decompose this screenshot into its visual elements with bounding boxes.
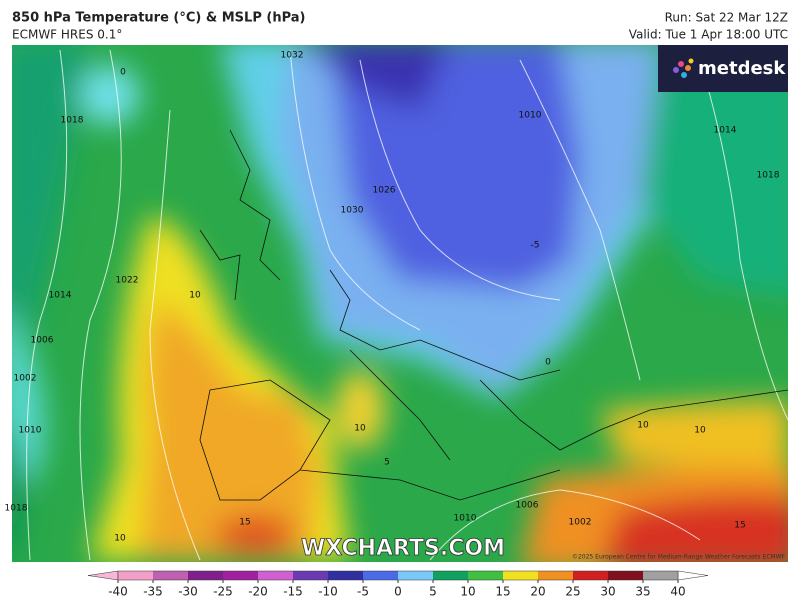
title: 850 hPa Temperature (°C) & MSLP (hPa): [12, 11, 305, 26]
contour-label: 1026: [373, 186, 396, 196]
colorbar-segment: [153, 571, 189, 580]
contour-label: -5: [531, 241, 540, 251]
colorbar-tick-label: 0: [394, 585, 402, 599]
contour-label: 1030: [341, 206, 364, 216]
contour-label: 5: [384, 458, 390, 468]
run-time: Run: Sat 22 Mar 12Z: [665, 11, 788, 25]
colorbar-tick-label: 20: [530, 585, 545, 599]
contour-label: 1018: [5, 504, 28, 514]
contour-label: 10: [637, 421, 649, 431]
contour-label: 1006: [516, 501, 539, 511]
copyright: ©2025 European Centre for Medium-Range W…: [572, 554, 786, 561]
contour-label: 15: [239, 518, 250, 528]
contour-label: 1018: [61, 116, 84, 126]
colorbar-tick-label: -40: [108, 585, 128, 599]
contour-labels: 0101810102210141006100210101018101510510…: [5, 51, 780, 544]
contour-label: 1018: [757, 171, 780, 181]
contour-label: 1006: [31, 336, 54, 346]
colorbar-tick-label: -20: [248, 585, 268, 599]
subtitle: ECMWF HRES 0.1°: [12, 28, 122, 42]
watermark: WXCHARTS.COM: [301, 536, 505, 561]
colorbar-tick-label: 25: [565, 585, 580, 599]
logo-text: metdesk: [698, 58, 786, 79]
colorbar-segment: [118, 571, 154, 580]
colorbar-segment: [573, 571, 609, 580]
contour-label: 10: [354, 424, 366, 434]
colorbar-tick-label: 15: [495, 585, 510, 599]
colorbar-segment: [538, 571, 574, 580]
colorbar-segment: [398, 571, 434, 580]
colorbar-segment: [433, 571, 469, 580]
map: [12, 45, 788, 562]
colorbar-tick-label: 40: [670, 585, 685, 599]
contour-label: 10: [114, 534, 126, 544]
contour-label: 0: [545, 358, 551, 368]
contour-label: 1022: [116, 276, 139, 286]
colorbar-tick-label: -5: [357, 585, 369, 599]
contour-label: 15: [734, 521, 745, 531]
logo-icon: [673, 58, 694, 78]
colorbar-tick-label: -10: [318, 585, 338, 599]
valid-time: Valid: Tue 1 Apr 18:00 UTC: [629, 28, 788, 42]
contour-label: 0: [120, 68, 126, 78]
contour-label: 1002: [14, 374, 37, 384]
contour-label: 1014: [714, 126, 737, 136]
colorbar-segment: [223, 571, 259, 580]
colorbar-segment: [643, 571, 679, 580]
colorbar-segment: [293, 571, 329, 580]
contour-label: 1014: [49, 291, 72, 301]
colorbar-segment: [188, 571, 224, 580]
colorbar-segment: [363, 571, 399, 580]
logo-box: [658, 45, 788, 92]
contour-label: 1010: [454, 514, 477, 524]
colorbar: -40 -35 -30 -25 -20 -15 -10 -5 0 5 10 15 20 25 30 35 40: [87, 570, 709, 599]
colorbar-tick-label: 5: [429, 585, 437, 599]
colorbar-tick-label: -35: [143, 585, 163, 599]
contour-label: 1010: [519, 111, 542, 121]
colorbar-tick-label: -25: [213, 585, 233, 599]
colorbar-segment: [468, 571, 504, 580]
colorbar-segment: [258, 571, 294, 580]
contour-label: 1032: [281, 51, 304, 61]
colorbar-segment: [328, 571, 364, 580]
colorbar-tick-label: -15: [283, 585, 303, 599]
contour-label: 1002: [569, 518, 592, 528]
colorbar-tick-label: -30: [178, 585, 198, 599]
colorbar-segment: [503, 571, 539, 580]
contour-label: 10: [694, 426, 706, 436]
colorbar-tick-label: 30: [600, 585, 615, 599]
colorbar-tick-label: 35: [635, 585, 650, 599]
contour-label: 1010: [19, 426, 42, 436]
colorbar-tick-label: 10: [460, 585, 475, 599]
colorbar-segment: [608, 571, 644, 580]
contour-label: 10: [189, 291, 201, 301]
